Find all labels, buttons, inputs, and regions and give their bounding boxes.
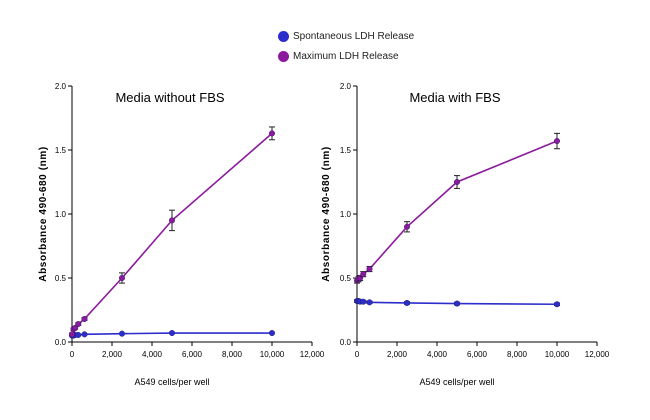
data-point — [68, 331, 75, 338]
data-point — [75, 331, 82, 338]
data-point — [554, 301, 561, 308]
data-point — [404, 223, 411, 230]
data-point — [554, 138, 561, 145]
legend-label-spontaneous: Spontaneous LDH Release — [293, 31, 415, 42]
data-point — [118, 330, 125, 337]
x-tick-label: 8,000 — [222, 350, 243, 359]
series-line — [356, 140, 558, 282]
data-point — [360, 298, 367, 305]
y-tick-label: 0.0 — [55, 338, 67, 347]
x-tick-label: 10,000 — [545, 350, 570, 359]
chart-panel-1: 0.0 0.5 1.0 1.5 2.0 0 2,000 4,000 6,000 8,000 10,0… — [38, 82, 325, 387]
chart-title: Media with FBS — [409, 90, 500, 105]
y-tick-label: 0.0 — [340, 338, 352, 347]
x-tick-label: 4,000 — [142, 350, 163, 359]
y-tick-label: 2.0 — [55, 82, 67, 91]
x-tick-label: 10,000 — [260, 350, 285, 359]
y-tick-label: 0.5 — [340, 274, 352, 283]
data-point — [168, 217, 175, 224]
series-spontaneous — [354, 298, 561, 308]
legend-marker-spontaneous — [278, 31, 289, 42]
data-point — [404, 299, 411, 306]
data-point — [168, 330, 175, 337]
x-tick-label: 0 — [355, 350, 360, 359]
data-point — [118, 275, 125, 282]
data-point — [360, 271, 367, 278]
data-point — [269, 130, 276, 137]
y-tick-label: 1.5 — [55, 146, 67, 155]
series-maximum — [354, 132, 561, 284]
data-point — [81, 331, 88, 338]
data-point — [366, 299, 373, 306]
legend-marker-maximum — [278, 51, 289, 62]
data-point — [81, 315, 88, 322]
legend-item-maximum: Maximum LDH Release — [278, 51, 399, 62]
chart-panel-2: 0.0 0.5 1.0 1.5 2.0 0 2,000 4,000 6,000 8,000 10,0… — [321, 82, 610, 387]
x-tick-label: 2,000 — [102, 350, 123, 359]
x-axis-label: A549 cells/per well — [134, 377, 209, 387]
data-point — [454, 300, 461, 307]
x-tick-label: 0 — [70, 350, 75, 359]
x-axis-label: A549 cells/per well — [419, 377, 494, 387]
y-tick-label: 2.0 — [340, 82, 352, 91]
series-line — [71, 132, 273, 335]
series-spontaneous — [68, 330, 276, 339]
x-tick-label: 4,000 — [427, 350, 448, 359]
x-tick-label: 12,000 — [300, 350, 325, 359]
data-point — [366, 266, 373, 273]
chart-title: Media without FBS — [115, 90, 224, 105]
y-tick-label: 0.5 — [55, 274, 67, 283]
y-axis-label: Absorbance 490-680 (nm) — [321, 146, 332, 282]
y-tick-label: 1.0 — [55, 210, 67, 219]
y-tick-label: 1.0 — [340, 210, 352, 219]
x-tick-label: 12,000 — [585, 350, 610, 359]
x-tick-label: 2,000 — [387, 350, 408, 359]
x-tick-label: 6,000 — [467, 350, 488, 359]
legend-item-spontaneous: Spontaneous LDH Release — [278, 31, 414, 42]
data-point — [269, 330, 276, 337]
series-maximum — [68, 126, 276, 338]
legend-label-maximum: Maximum LDH Release — [293, 51, 399, 62]
y-axis-label: Absorbance 490-680 (nm) — [38, 146, 49, 282]
y-tick-label: 1.5 — [340, 146, 352, 155]
data-point — [75, 321, 82, 328]
x-tick-label: 6,000 — [182, 350, 203, 359]
data-point — [454, 178, 461, 185]
x-tick-label: 8,000 — [507, 350, 528, 359]
